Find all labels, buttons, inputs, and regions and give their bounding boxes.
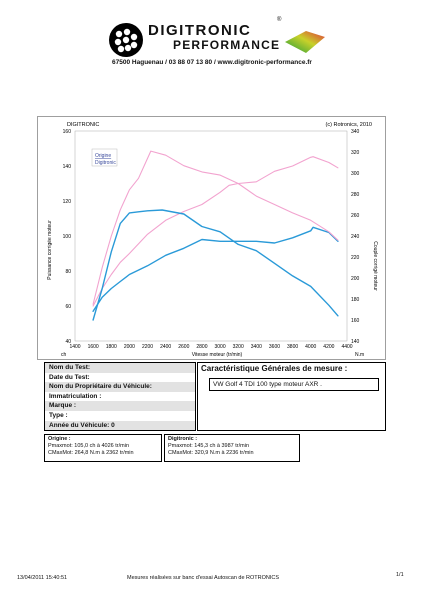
y-right-tick-label: 260 bbox=[351, 213, 360, 219]
x-tick-label: 2400 bbox=[160, 344, 171, 350]
origine-max-torque: CMaxMot: 264,8 N.m à 2362 tr/min bbox=[48, 450, 134, 456]
test-date-row: Date du Test: bbox=[49, 373, 90, 381]
origine-results-title: Origine : bbox=[48, 436, 71, 442]
test-info-panel: Nom du Test: Date du Test: Nom du Propri… bbox=[44, 362, 196, 431]
digitronic-max-torque: CMaxMot: 320,9 N.m à 2236 tr/min bbox=[168, 450, 254, 456]
plot-area bbox=[74, 130, 348, 342]
test-name-row: Nom du Test: bbox=[45, 363, 195, 373]
x-tick-label: 3600 bbox=[269, 344, 280, 350]
origine-max-power: Pmaxmot: 105,0 ch à 4026 tr/min bbox=[48, 443, 130, 449]
power-torque-chart: DIGITRONIC (c) Rotronics, 2010 1400 1600 1… bbox=[37, 116, 386, 360]
chart-header-left: DIGITRONIC bbox=[67, 122, 99, 128]
y-axis-label-right: Couple corrigé moteur bbox=[372, 241, 378, 291]
y-right-tick-label: 240 bbox=[351, 234, 360, 240]
y-right-tick-label: 200 bbox=[351, 276, 360, 282]
footer-datetime: 13/04/2011 15:40:51 bbox=[17, 575, 68, 581]
series-origine-torque-line bbox=[92, 209, 339, 321]
x-tick-label: 3000 bbox=[215, 344, 226, 350]
vehicle-description: VW Golf 4 TDI 100 type moteur AXR . bbox=[209, 378, 379, 391]
owner-row: Nom du Propriétaire du Véhicule: bbox=[45, 382, 195, 392]
x-tick-label: 3200 bbox=[233, 344, 244, 350]
type-row: Type : bbox=[49, 411, 68, 419]
y-left-tick-label: 60 bbox=[65, 304, 71, 310]
digitronic-results: Digitronic : Pmaxmot: 145,3 ch à 3987 tr… bbox=[164, 434, 300, 462]
origine-results: Origine : Pmaxmot: 105,0 ch à 4026 tr/mi… bbox=[44, 434, 162, 462]
page-number: 1/1 bbox=[396, 572, 404, 578]
series-origine-power-line bbox=[92, 226, 339, 313]
legend-origine: Origine bbox=[95, 153, 111, 159]
y-right-tick-label: 180 bbox=[351, 297, 360, 303]
chart-header-right: (c) Rotronics, 2010 bbox=[326, 122, 372, 128]
y-right-tick-label: 300 bbox=[351, 171, 360, 177]
measure-panel bbox=[197, 362, 386, 431]
y-right-tick-label: 340 bbox=[351, 129, 360, 135]
y-right-tick-label: 140 bbox=[351, 339, 360, 345]
digitronic-results-title: Digitronic : bbox=[168, 436, 198, 442]
x-tick-label: 4400 bbox=[341, 344, 352, 350]
x-tick-label: 2000 bbox=[124, 344, 135, 350]
x-tick-label: 2800 bbox=[196, 344, 207, 350]
footer-note: Mesures réalisées sur banc d'essai Autos… bbox=[127, 575, 280, 581]
y-left-tick-label: 120 bbox=[63, 199, 72, 205]
digitronic-max-power: Pmaxmot: 145,3 ch à 3987 tr/min bbox=[168, 443, 250, 449]
y-axis-label-left: Puissance corrigée moteur bbox=[47, 220, 53, 280]
series-digitronic-power-line bbox=[92, 156, 339, 307]
x-axis-label: Vitesse moteur (tr/min) bbox=[192, 352, 243, 358]
brand-subtitle: PERFORMANCE bbox=[173, 38, 281, 52]
x-tick-label: 2600 bbox=[178, 344, 189, 350]
y-right-tick-label: 160 bbox=[351, 318, 360, 324]
x-tick-label: 3400 bbox=[251, 344, 262, 350]
x-tick-label: 3800 bbox=[287, 344, 298, 350]
x-tick-label: 4200 bbox=[323, 344, 334, 350]
y-right-tick-label: 320 bbox=[351, 150, 360, 156]
make-row: Marque : bbox=[45, 401, 195, 411]
legend-digitronic: Digitronic bbox=[95, 160, 116, 166]
dots-logo-icon bbox=[109, 23, 143, 57]
measure-title: Caractéristique Générales de mesure : bbox=[201, 364, 348, 373]
y-left-tick-label: 80 bbox=[65, 269, 71, 275]
series-digitronic-torque-line bbox=[92, 150, 339, 305]
x-tick-label: 1800 bbox=[106, 344, 117, 350]
registration-row: Immatriculation : bbox=[49, 392, 102, 400]
brand-name: DIGITRONIC bbox=[148, 22, 252, 39]
contact-line: 67500 Haguenau / 03 88 07 13 80 / www.di… bbox=[112, 59, 312, 66]
x-tick-label: 2200 bbox=[142, 344, 153, 350]
year-row: Année du Véhicule: 0 bbox=[45, 420, 195, 431]
right-unit-label: N.m bbox=[355, 352, 364, 358]
y-left-tick-label: 160 bbox=[63, 129, 72, 135]
y-right-tick-label: 280 bbox=[351, 192, 360, 198]
chart-legend: Origine Digitronic bbox=[91, 148, 118, 167]
y-left-tick-label: 100 bbox=[63, 234, 72, 240]
registered-mark: ® bbox=[277, 17, 282, 23]
x-tick-label: 1600 bbox=[88, 344, 99, 350]
leaf-logo-icon bbox=[285, 31, 325, 53]
y-right-tick-label: 220 bbox=[351, 255, 360, 261]
y-left-tick-label: 140 bbox=[63, 164, 72, 170]
x-unit-label: ch bbox=[61, 352, 67, 358]
x-tick-label: 1400 bbox=[69, 344, 80, 350]
x-tick-label: 4000 bbox=[305, 344, 316, 350]
y-left-tick-label: 40 bbox=[65, 339, 71, 345]
